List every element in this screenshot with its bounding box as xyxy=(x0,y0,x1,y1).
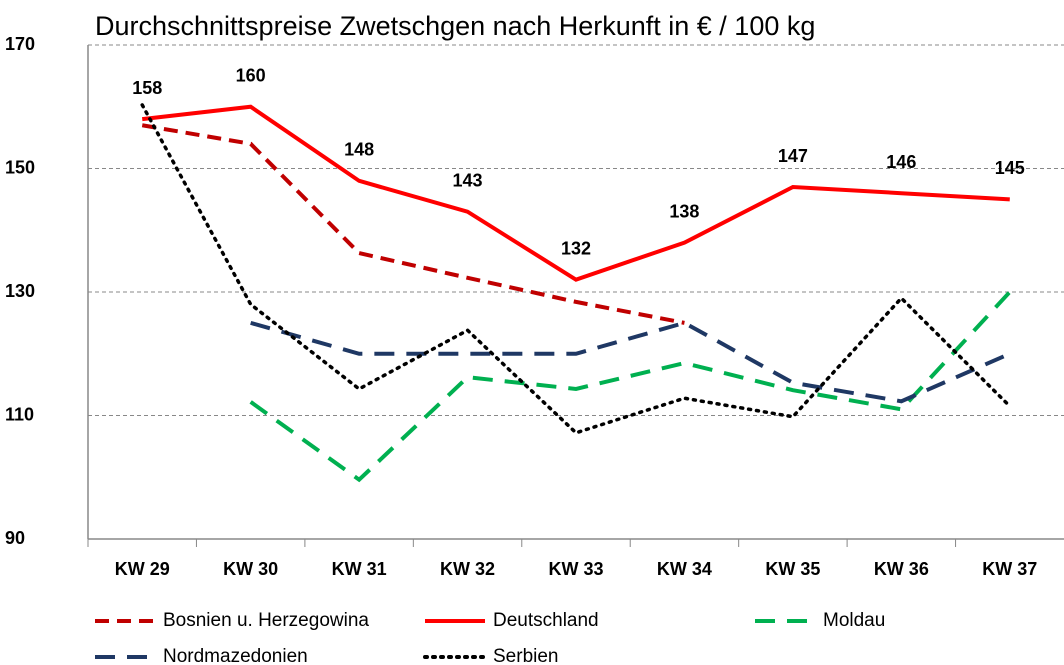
data-label: 132 xyxy=(561,238,591,258)
data-label: 147 xyxy=(778,146,808,166)
chart-title: Durchschnittspreise Zwetschgen nach Herk… xyxy=(95,11,815,41)
x-tick-label: KW 32 xyxy=(440,559,495,579)
data-label: 146 xyxy=(886,152,916,172)
series-line xyxy=(249,290,1012,483)
y-tick-label: 110 xyxy=(5,404,34,424)
data-label: 143 xyxy=(453,170,483,190)
data-label: 160 xyxy=(236,66,266,86)
series-line xyxy=(250,320,1011,404)
data-label: 148 xyxy=(344,140,374,160)
series-line xyxy=(141,123,685,325)
series-line xyxy=(140,103,1012,435)
data-label: 138 xyxy=(669,201,699,221)
x-tick-label: KW 30 xyxy=(223,559,278,579)
y-tick-label: 170 xyxy=(5,34,35,54)
legend-label: Bosnien u. Herzegowina xyxy=(163,610,369,631)
y-tick-label: 90 xyxy=(5,528,25,548)
x-tick-label: KW 35 xyxy=(765,559,820,579)
x-tick-label: KW 34 xyxy=(657,559,712,579)
x-tick-label: KW 33 xyxy=(548,559,603,579)
series-line xyxy=(141,104,1010,282)
data-label: 158 xyxy=(132,78,162,98)
legend-label: Deutschland xyxy=(493,610,599,631)
data-label: 145 xyxy=(995,158,1025,178)
y-tick-label: 150 xyxy=(5,157,35,177)
x-tick-label: KW 37 xyxy=(982,559,1037,579)
legend-label: Moldau xyxy=(823,610,885,631)
x-tick-label: KW 29 xyxy=(115,559,170,579)
x-tick-label: KW 31 xyxy=(332,559,387,579)
legend-label: Serbien xyxy=(493,646,559,665)
y-tick-label: 130 xyxy=(5,281,35,301)
legend-label: Nordmazedonien xyxy=(163,646,308,665)
x-tick-label: KW 36 xyxy=(874,559,929,579)
